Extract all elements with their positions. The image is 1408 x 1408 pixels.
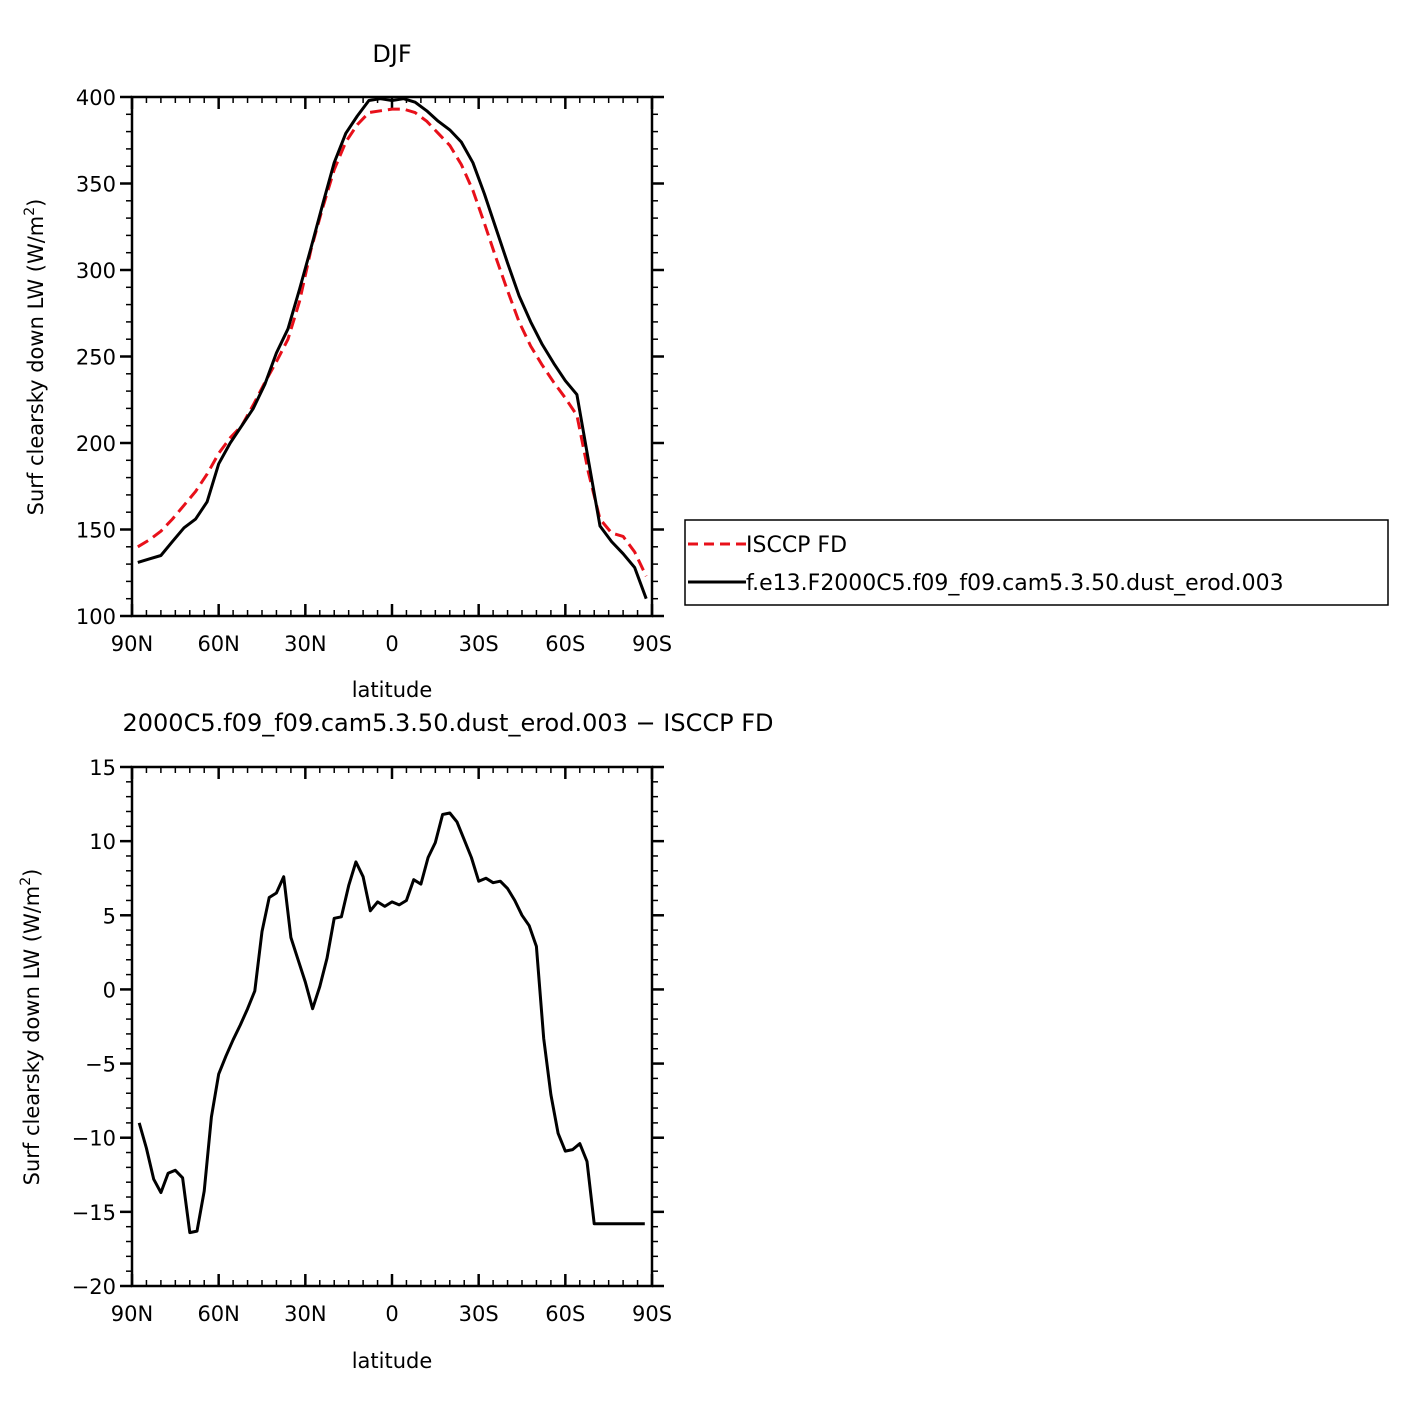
bottom-series-line-0 — [137, 811, 645, 1235]
top-xtick-label: 60S — [545, 632, 585, 656]
top-ylabel-text: Surf clearsky down LW (W/m2) — [22, 199, 48, 516]
bottom-ytick-label: −20 — [72, 1275, 116, 1299]
top-ytick-label: 300 — [76, 259, 116, 283]
bottom-ytick-label: −15 — [72, 1201, 116, 1225]
top-ylabel-main: Surf clearsky down LW (W/m — [24, 216, 48, 516]
top-ylabel: Surf clearsky down LW (W/m2) — [22, 199, 48, 516]
top-xtick-label: 90S — [632, 632, 672, 656]
bottom-xtick-label: 30S — [459, 1302, 499, 1326]
legend-box — [684, 519, 1389, 606]
top-ytick-label: 350 — [76, 173, 116, 197]
bottom-ytick-label: 15 — [89, 756, 116, 780]
bottom-xtick-label: 60S — [545, 1302, 585, 1326]
top-plot-title: DJF — [372, 40, 411, 68]
top-panel: DJF Surf clearsky down LW (W/m2) latitud… — [22, 40, 672, 702]
bottom-xtick-label: 60N — [197, 1302, 239, 1326]
top-ytick-label: 200 — [76, 432, 116, 456]
top-ylabel-close: ) — [24, 199, 48, 207]
bottom-xtick-label: 30N — [284, 1302, 326, 1326]
bottom-plot-title: 2000C5.f09_f09.cam5.3.50.dust_erod.003 −… — [123, 709, 774, 737]
legend-label-isccp: ISCCP FD — [746, 533, 847, 558]
top-series-line-1 — [137, 97, 648, 600]
bottom-ylabel-close: ) — [20, 869, 44, 877]
top-ytick-label: 400 — [76, 86, 116, 110]
top-series-line-0 — [137, 107, 648, 577]
top-xtick-label: 30N — [284, 632, 326, 656]
bottom-ylabel-sup: 2 — [18, 877, 34, 886]
bottom-ticks-group: 90N 60N 30N 0 30S 60S 90S −20 −15 −10 −5 0 5 10 15 — [72, 756, 672, 1326]
bottom-xtick-label: 90S — [632, 1302, 672, 1326]
bottom-ytick-label: 10 — [89, 830, 116, 854]
top-lines-group — [137, 97, 648, 600]
top-xtick-label: 90N — [111, 632, 153, 656]
top-xtick-label: 30S — [459, 632, 499, 656]
bottom-panel: 2000C5.f09_f09.cam5.3.50.dust_erod.003 −… — [18, 709, 774, 1373]
top-ytick-label: 100 — [76, 605, 116, 629]
bottom-ylabel: Surf clearsky down LW (W/m2) — [18, 869, 44, 1186]
bottom-xtick-label: 90N — [111, 1302, 153, 1326]
bottom-plot-frame — [130, 765, 654, 1288]
top-ylabel-sup: 2 — [22, 207, 38, 216]
legend: ISCCP FD f.e13.F2000C5.f09_f09.cam5.3.50… — [684, 519, 1389, 606]
top-xlabel: latitude — [352, 678, 433, 702]
legend-label-model: f.e13.F2000C5.f09_f09.cam5.3.50.dust_ero… — [746, 571, 1284, 596]
bottom-ytick-label: 0 — [103, 978, 116, 1002]
top-ytick-label: 150 — [76, 519, 116, 543]
top-ticks-group: 90N 60N 30N 0 30S 60S 90S 100 150 200 250 300 350 400 — [76, 86, 672, 656]
top-xtick-label: 60N — [197, 632, 239, 656]
top-ytick-label: 250 — [76, 346, 116, 370]
bottom-lines-group — [137, 811, 645, 1235]
bottom-xlabel: latitude — [352, 1349, 433, 1373]
top-xtick-label: 0 — [385, 632, 398, 656]
bottom-ytick-label: 5 — [103, 904, 116, 928]
bottom-xtick-label: 0 — [385, 1302, 398, 1326]
bottom-ytick-label: −5 — [85, 1053, 116, 1077]
top-plot-frame — [130, 95, 654, 618]
bottom-ytick-label: −10 — [72, 1127, 116, 1151]
bottom-ylabel-main: Surf clearsky down LW (W/m — [20, 886, 44, 1186]
bottom-ylabel-text: Surf clearsky down LW (W/m2) — [18, 869, 44, 1186]
